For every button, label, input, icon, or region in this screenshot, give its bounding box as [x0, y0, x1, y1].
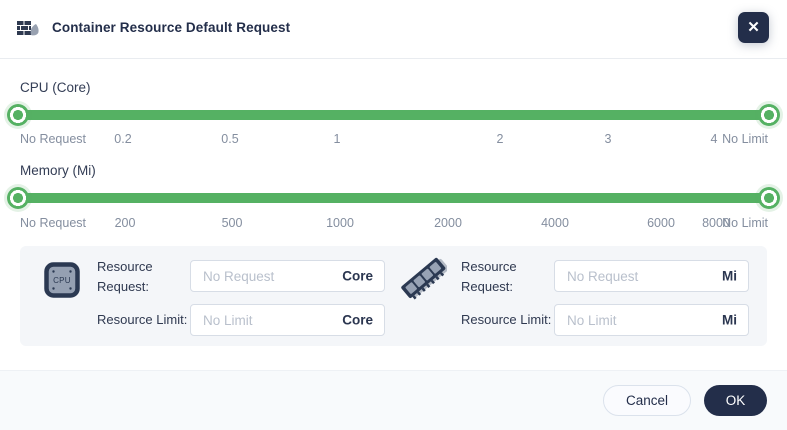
memory-slider-handle-min[interactable] [7, 187, 29, 209]
tick-label: No Limit [722, 132, 768, 146]
tick-label: 8000 [702, 216, 730, 230]
dialog-title: Container Resource Default Request [52, 20, 291, 35]
resource-form-panel: CPU Resource Request: Core Resource Limi… [20, 246, 767, 346]
cpu-limit-input[interactable] [190, 304, 385, 336]
memory-request-field-wrap: Mi [554, 260, 749, 292]
cpu-request-unit: Core [342, 268, 373, 284]
cpu-slider-ticks: No Request 0.2 0.5 1 2 3 4 No Limit [0, 132, 787, 148]
tick-label: 1000 [326, 216, 354, 230]
dialog-footer: Cancel OK [0, 370, 787, 430]
cpu-slider-track[interactable] [7, 104, 780, 126]
cpu-slider-handle-min[interactable] [7, 104, 29, 126]
memory-slider-handle-max[interactable] [758, 187, 780, 209]
cpu-section-label: CPU (Core) [20, 80, 91, 95]
memory-limit-label: Resource Limit: [461, 312, 552, 327]
close-icon: ✕ [747, 19, 760, 36]
memory-limit-unit: Mi [722, 312, 737, 328]
cpu-request-input[interactable] [190, 260, 385, 292]
tick-label: 4000 [541, 216, 569, 230]
close-button[interactable]: ✕ [738, 12, 769, 43]
cpu-chip-icon: CPU [44, 262, 80, 303]
tick-label: No Limit [722, 216, 768, 230]
cpu-limit-label: Resource Limit: [97, 312, 188, 327]
memory-request-unit: Mi [722, 268, 737, 284]
memory-request-label: Resource Request: [461, 259, 517, 294]
tick-label: No Request [20, 216, 87, 230]
cpu-request-label: Resource Request: [97, 259, 153, 294]
cancel-button[interactable]: Cancel [603, 385, 691, 416]
cpu-request-field-wrap: Core [190, 260, 385, 292]
cpu-slider-handle-max[interactable] [758, 104, 780, 126]
tick-label: 2000 [434, 216, 462, 230]
tick-label: 0.2 [114, 132, 132, 146]
memory-limit-input[interactable] [554, 304, 749, 336]
memory-slider-ticks: No Request 200 500 1000 2000 4000 6000 8… [0, 216, 787, 232]
tick-label: 1 [333, 132, 341, 146]
tick-label: 6000 [647, 216, 675, 230]
cpu-limit-unit: Core [342, 312, 373, 328]
ok-button[interactable]: OK [704, 385, 767, 416]
tick-label: 4 [710, 132, 718, 146]
svg-text:CPU: CPU [53, 276, 71, 285]
container-resource-icon [17, 18, 39, 43]
memory-section-label: Memory (Mi) [20, 163, 96, 178]
dialog-header: Container Resource Default Request ✕ [0, 0, 787, 59]
cpu-limit-field-wrap: Core [190, 304, 385, 336]
tick-label: 3 [604, 132, 612, 146]
memory-request-input[interactable] [554, 260, 749, 292]
memory-slider-track[interactable] [7, 187, 780, 209]
memory-limit-field-wrap: Mi [554, 304, 749, 336]
tick-label: 200 [114, 216, 136, 230]
tick-label: 2 [496, 132, 504, 146]
tick-label: 500 [221, 216, 243, 230]
tick-label: No Request [20, 132, 87, 146]
tick-label: 0.5 [221, 132, 239, 146]
memory-ram-icon [401, 256, 449, 305]
